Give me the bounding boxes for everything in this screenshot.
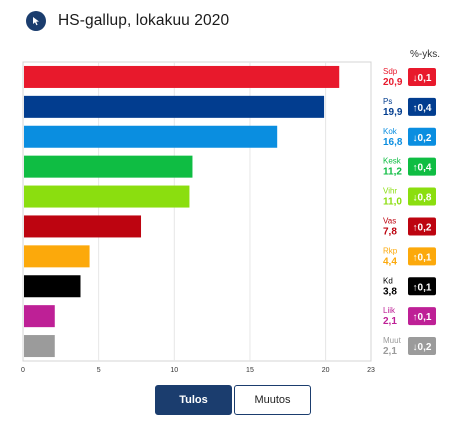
bar-sdp — [24, 65, 340, 88]
x-tick-label: 20 — [322, 367, 330, 374]
change-value: ↓0,2 — [413, 133, 432, 144]
bar-liik — [24, 305, 55, 328]
value-label: 20,9 — [383, 77, 403, 88]
change-value: ↓0,8 — [413, 193, 432, 204]
change-value: ↓0,1 — [413, 73, 432, 84]
change-value: ↑0,2 — [413, 222, 432, 233]
change-value: ↑0,1 — [413, 312, 432, 323]
result-toggle-button[interactable]: Tulos — [155, 385, 232, 415]
party-label: Kok — [383, 127, 398, 136]
value-label: 3,8 — [383, 286, 397, 297]
x-tick-label: 0 — [21, 367, 25, 374]
party-label: Vihr — [383, 187, 397, 196]
x-tick-label: 5 — [97, 367, 101, 374]
change-value: ↑0,1 — [413, 252, 432, 263]
change-unit-label: %-yks. — [410, 49, 440, 60]
bar-vihr — [24, 185, 190, 208]
bar-vas — [24, 215, 142, 238]
change-badge — [408, 247, 436, 266]
value-label: 16,8 — [383, 137, 403, 148]
bar-rkp — [24, 245, 90, 268]
value-label: 11,0 — [383, 197, 402, 208]
change-badge — [408, 277, 436, 296]
party-label: Kd — [383, 276, 393, 285]
change-value: ↑0,4 — [413, 163, 432, 174]
value-label: 11,2 — [383, 167, 402, 178]
change-badge — [408, 187, 436, 206]
party-label: Sdp — [383, 67, 398, 76]
party-label: Muut — [383, 336, 402, 345]
party-label: Liik — [383, 306, 396, 315]
cursor-logo-icon — [26, 11, 46, 31]
value-label: 19,9 — [383, 107, 403, 118]
change-badge — [408, 337, 436, 356]
bar-ps — [24, 95, 325, 118]
change-badge — [408, 307, 436, 326]
value-label: 4,4 — [383, 256, 397, 267]
x-tick-label: 10 — [170, 367, 178, 374]
party-label: Rkp — [383, 246, 398, 255]
change-badge — [408, 97, 436, 116]
bar-kesk — [24, 155, 193, 178]
chart-header: HS-gallup, lokakuu 2020 — [26, 10, 229, 32]
change-toggle-button[interactable]: Muutos — [234, 385, 311, 415]
plot-frame — [22, 61, 372, 362]
bar-kok — [24, 125, 278, 148]
change-badge — [408, 127, 436, 146]
value-label: 2,1 — [383, 316, 397, 327]
change-value: ↑0,1 — [413, 282, 432, 293]
bar-muut — [24, 335, 55, 358]
x-tick-label: 23 — [367, 367, 375, 374]
value-label: 2,1 — [383, 346, 397, 357]
value-label: 7,8 — [383, 226, 397, 237]
bar-kd — [24, 275, 81, 298]
party-label: Kesk — [383, 157, 402, 166]
chart-title: HS-gallup, lokakuu 2020 — [58, 12, 230, 29]
change-badge — [408, 67, 436, 86]
party-label: Vas — [383, 216, 396, 225]
x-tick-label: 15 — [246, 367, 254, 374]
change-value: ↑0,4 — [413, 103, 432, 114]
party-label: Ps — [383, 97, 392, 106]
change-badge — [408, 217, 436, 236]
change-value: ↓0,2 — [413, 342, 432, 353]
change-badge — [408, 157, 436, 176]
